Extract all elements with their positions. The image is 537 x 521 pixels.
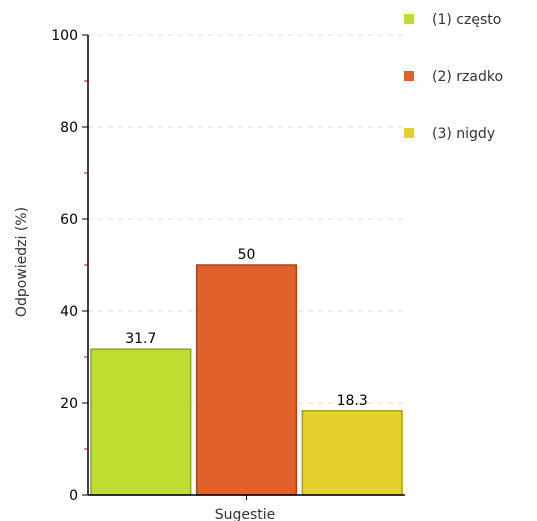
y-tick-label: 60 <box>60 212 78 228</box>
y-tick-label: 20 <box>60 396 78 412</box>
y-tick-label: 40 <box>60 304 78 320</box>
legend-swatch <box>404 14 414 24</box>
legend-swatch <box>404 128 414 138</box>
legend-label: (2) rzadko <box>432 69 503 85</box>
x-axis-title: Sugestie <box>215 507 276 521</box>
data-label: 18.3 <box>337 393 368 409</box>
y-tick-label: 80 <box>60 120 78 136</box>
bars <box>90 264 403 496</box>
labels: 0 20 40 60 80 100 31.7 50 18.3 <box>51 28 367 504</box>
data-label: 31.7 <box>125 331 156 347</box>
axes <box>82 34 405 500</box>
y-axis-title: Odpowiedzi (%) <box>14 207 30 317</box>
legend-label: (3) nigdy <box>432 126 495 142</box>
bar <box>90 348 192 496</box>
y-tick-label: 0 <box>69 488 78 504</box>
bar <box>301 410 403 496</box>
legend-label: (1) często <box>432 12 501 28</box>
y-tick-label: 100 <box>51 28 78 44</box>
legend-swatch <box>404 71 414 81</box>
bar <box>195 264 298 496</box>
legend: (1) często (2) rzadko (3) nigdy <box>404 12 503 142</box>
data-label: 50 <box>238 247 256 263</box>
